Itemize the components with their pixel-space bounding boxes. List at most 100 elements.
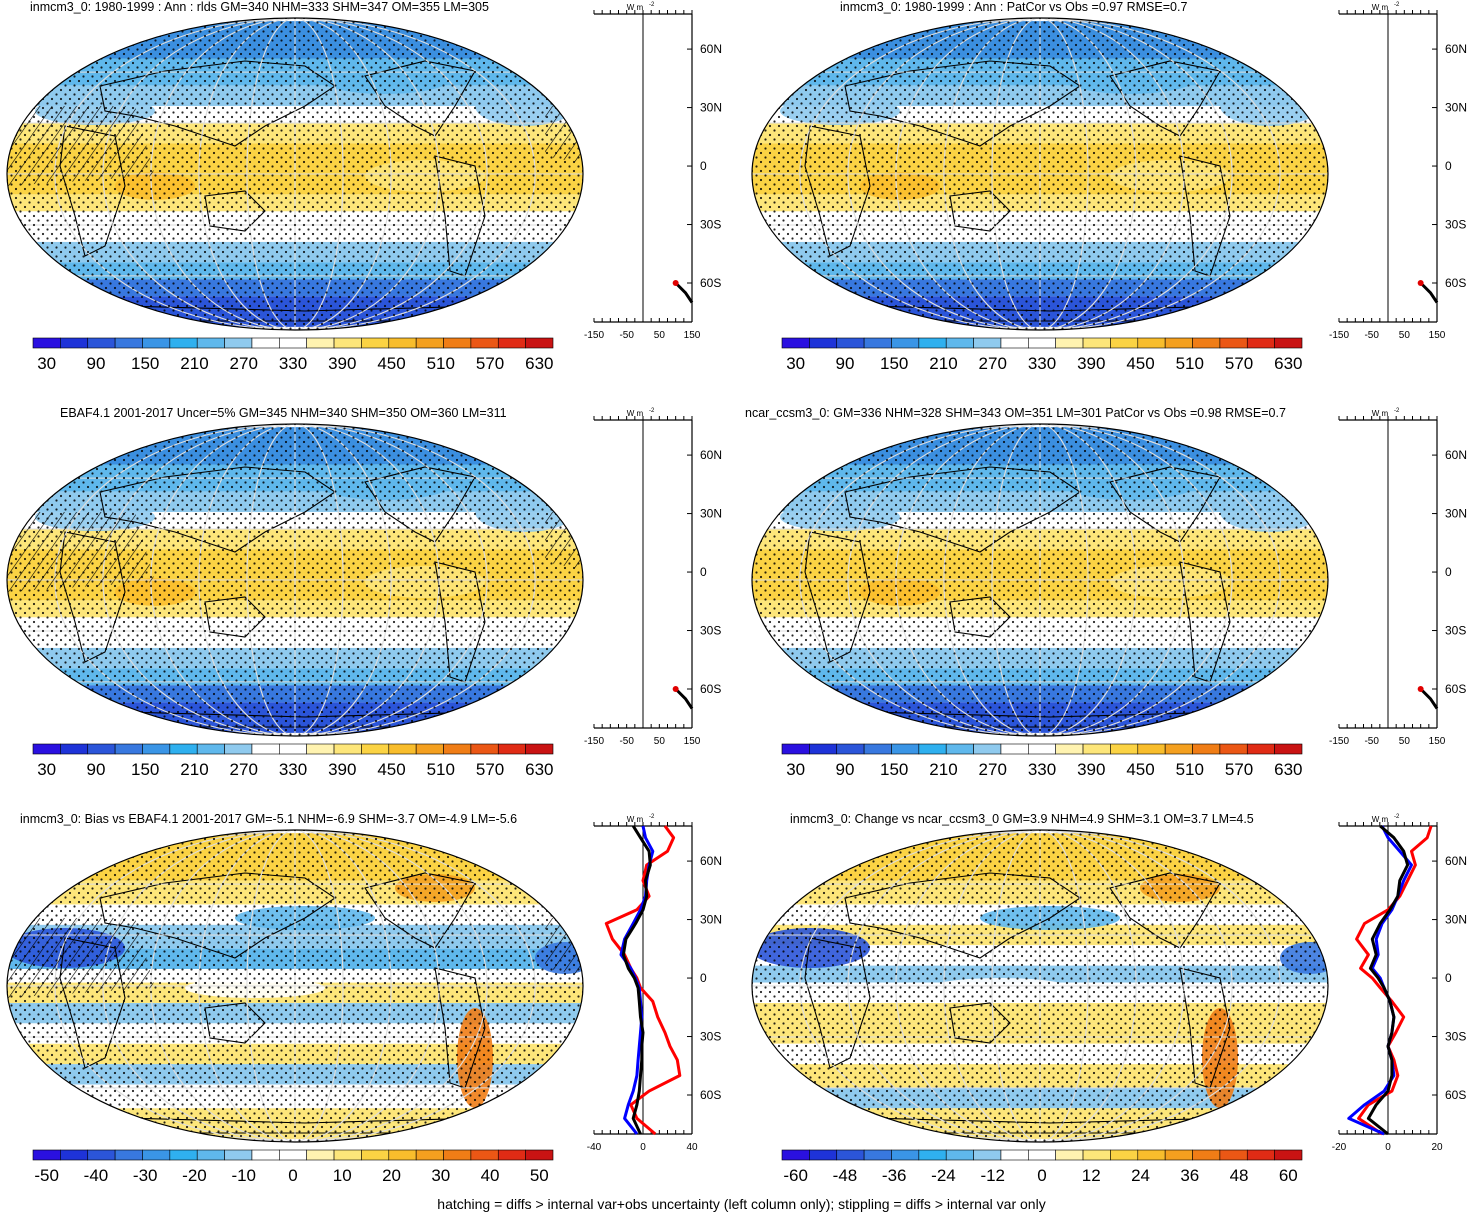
- colorbar-swatch: [781, 1149, 810, 1161]
- colorbar-tick-label: 50: [530, 1166, 549, 1185]
- colorbar-tick-label: 36: [1180, 1166, 1199, 1185]
- colorbar-swatch: [32, 1149, 61, 1161]
- profile-marker: [1417, 280, 1424, 287]
- colorbar-swatch: [196, 1149, 225, 1161]
- colorbar-tick-label: 390: [1077, 760, 1105, 779]
- profile-tick-label: 0: [1385, 1142, 1391, 1153]
- colorbar-swatch: [32, 337, 61, 349]
- profile-units-exponent: -2: [649, 2, 655, 8]
- colorbar-swatch: [1082, 743, 1111, 755]
- colorbar: 30 90 150 210 270 330 390 450 510 570 630: [781, 337, 1303, 373]
- hatching: [7, 918, 583, 998]
- colorbar-tick-label: 90: [86, 354, 105, 373]
- colorbar-tick-label: 450: [1126, 760, 1154, 779]
- hatching: [7, 106, 583, 186]
- map-border: [751, 829, 1329, 1143]
- colorbar-swatch: [443, 1149, 472, 1161]
- colorbar-tick-label: 30: [786, 354, 805, 373]
- panel-title: ncar_ccsm3_0: GM=336 NHM=328 SHM=343 OM=…: [745, 406, 1286, 420]
- colorbar-swatch: [836, 743, 865, 755]
- panel-title: inmcm3_0: 1980-1999 : Ann : rlds GM=340 …: [30, 0, 489, 14]
- colorbar-swatch: [1055, 337, 1084, 349]
- colorbar-tick-label: 510: [1176, 760, 1204, 779]
- profile-tick-label: 50: [1399, 736, 1411, 747]
- colorbar-swatch: [114, 337, 143, 349]
- colorbar-tick-label: 30: [37, 760, 56, 779]
- colorbar-swatch: [224, 337, 253, 349]
- panel-title: inmcm3_0: Bias vs EBAF4.1 2001-2017 GM=-…: [20, 812, 518, 826]
- colorbar-tick-label: 390: [1077, 354, 1105, 373]
- colorbar-swatch: [1274, 743, 1303, 755]
- profile-tick-label: -20: [1332, 1142, 1347, 1153]
- profile-units: W m: [1372, 815, 1389, 824]
- map-border: [6, 423, 584, 737]
- profile-lat-label: 0: [1445, 159, 1452, 173]
- colorbar-swatch: [196, 743, 225, 755]
- colorbar-swatch: [415, 743, 444, 755]
- colorbar-swatch: [306, 743, 335, 755]
- profile-tick-label: -40: [587, 1142, 602, 1153]
- profile-units: W m: [627, 409, 644, 418]
- profile-lat-label: 30S: [1445, 1030, 1466, 1044]
- zonal-profile: W m -2 -150 -50 50 150 60N 30N 0 30S 60S: [584, 2, 722, 341]
- colorbar-tick-label: -48: [833, 1166, 858, 1185]
- colorbar-tick-label: 330: [279, 760, 307, 779]
- profile-marker: [1417, 686, 1424, 693]
- colorbar-swatch: [388, 337, 417, 349]
- colorbar-tick-label: -60: [783, 1166, 808, 1185]
- colorbar-swatch: [1164, 1149, 1193, 1161]
- colorbar-swatch: [142, 1149, 171, 1161]
- colorbar-swatch: [1246, 1149, 1275, 1161]
- colorbar-tick-label: 570: [476, 354, 504, 373]
- colorbar-tick-label: 450: [377, 760, 405, 779]
- colorbar-swatch: [1137, 1149, 1166, 1161]
- colorbar-swatch: [836, 1149, 865, 1161]
- colorbar-swatch: [251, 337, 280, 349]
- colorbar-tick-label: 570: [1225, 354, 1253, 373]
- profile-series-line: [674, 281, 694, 304]
- colorbar-swatch: [809, 743, 838, 755]
- colorbar-swatch: [1082, 1149, 1111, 1161]
- profile-tick-label: 50: [654, 330, 666, 341]
- colorbar-tick-label: 0: [288, 1166, 297, 1185]
- profile-tick-label: 150: [684, 736, 701, 747]
- colorbar-swatch: [142, 337, 171, 349]
- zonal-profile: W m -2 -150 -50 50 150 60N 30N 0 30S 60S: [1329, 2, 1467, 341]
- colorbar-swatch: [87, 1149, 116, 1161]
- colorbar-tick-label: 12: [1082, 1166, 1101, 1185]
- colorbar-tick-label: 390: [328, 760, 356, 779]
- zonal-profile: W m -2 -40 0 40 60N 30N 0 30S 60S: [587, 814, 722, 1153]
- colorbar-swatch: [470, 743, 499, 755]
- profile-series-line: [674, 687, 694, 710]
- panel-model-climatology: inmcm3_0: 1980-1999 : Ann : rlds GM=340 …: [0, 0, 740, 400]
- profile-units: W m: [1372, 409, 1389, 418]
- profile-tick-label: -150: [1329, 736, 1349, 747]
- profile-lat-label: 30S: [1445, 218, 1466, 232]
- colorbar-tick-label: -50: [34, 1166, 59, 1185]
- colorbar-swatch: [87, 743, 116, 755]
- profile-lat-label: 30S: [700, 1030, 721, 1044]
- profile-tick-label: 150: [1429, 330, 1446, 341]
- zonal-profile: W m -2 -150 -50 50 150 60N 30N 0 30S 60S: [1329, 408, 1467, 747]
- profile-series-line: [1419, 281, 1439, 304]
- colorbar-swatch: [169, 743, 198, 755]
- colorbar-swatch: [470, 337, 499, 349]
- profile-series-line: [1355, 825, 1433, 1136]
- colorbar-tick-label: 24: [1131, 1166, 1150, 1185]
- colorbar-swatch: [251, 743, 280, 755]
- colorbar-tick-label: 90: [835, 760, 854, 779]
- map-robinson: [751, 829, 1329, 1143]
- colorbar-swatch: [333, 1149, 362, 1161]
- zonal-profile: W m -2 -20 0 20 60N 30N 0 30S 60S: [1332, 814, 1467, 1153]
- colorbar-swatch: [1110, 743, 1139, 755]
- profile-lat-label: 0: [700, 565, 707, 579]
- colorbar-tick-label: 30: [37, 354, 56, 373]
- colorbar-swatch: [891, 743, 920, 755]
- profile-lat-label: 60N: [700, 854, 722, 868]
- profile-lat-label: 60S: [700, 1088, 721, 1102]
- colorbar-swatch: [863, 337, 892, 349]
- profile-lat-label: 30S: [700, 624, 721, 638]
- colorbar-swatch: [1274, 337, 1303, 349]
- colorbar-swatch: [918, 337, 947, 349]
- profile-tick-label: -150: [1329, 330, 1349, 341]
